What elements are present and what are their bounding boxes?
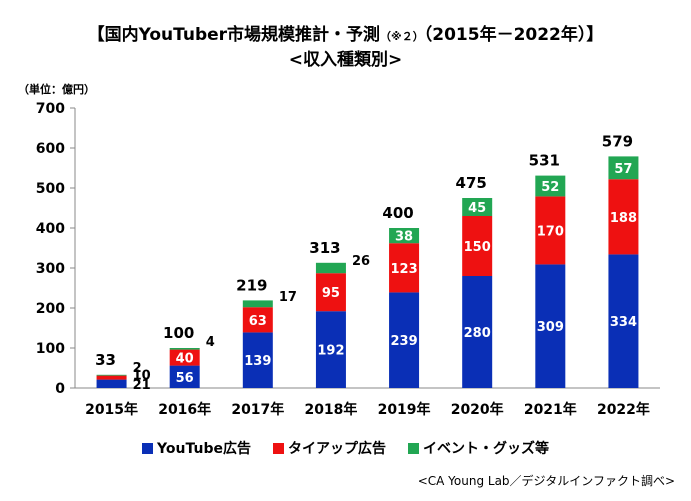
chart-title-main: 【国内YouTuber市場規模推計・予測 — [87, 25, 381, 45]
total-label-5: 475 — [456, 174, 487, 192]
bar-1-5 — [462, 216, 493, 276]
bar-1-7 — [608, 179, 639, 255]
data-label-0-3: 192 — [317, 344, 344, 359]
data-label-0-0: 21 — [133, 378, 151, 393]
data-label-2-0: 2 — [133, 361, 142, 376]
legend-label-youtube-ads: YouTube広告 — [157, 441, 251, 457]
data-label-0-1: 56 — [176, 371, 194, 386]
y-tick-label-200: 200 — [36, 301, 65, 317]
y-tick-label-600: 600 — [36, 141, 65, 157]
data-label-1-6: 170 — [537, 224, 564, 239]
chart-title: 【国内YouTuber市場規模推計・予測（※２）（2015年－2022年）】 — [0, 20, 691, 45]
legend-item-youtube-ads: YouTube広告 — [142, 438, 251, 458]
x-tick-label-7: 2022年 — [597, 401, 650, 418]
x-tick-label-1: 2016年 — [158, 401, 211, 418]
data-label-2-4: 38 — [395, 230, 413, 245]
data-label-0-5: 280 — [464, 326, 491, 341]
bar-2-4 — [389, 228, 420, 244]
bar-2-5 — [462, 198, 493, 216]
data-label-0-7: 334 — [610, 315, 637, 330]
bar-0-1 — [169, 365, 200, 388]
bar-2-2 — [242, 300, 273, 308]
y-tick-label-300: 300 — [36, 261, 65, 277]
bar-1-4 — [389, 243, 420, 293]
total-label-7: 579 — [602, 132, 633, 150]
data-label-2-1: 4 — [206, 335, 215, 350]
legend-swatch-youtube-ads — [142, 442, 154, 454]
bar-0-5 — [462, 276, 493, 388]
bar-0-7 — [608, 254, 639, 388]
chart-title-period: （2015年－2022年）】 — [423, 25, 604, 45]
bar-2-0 — [96, 374, 127, 376]
data-label-0-2: 139 — [244, 354, 271, 369]
x-tick-label-3: 2018年 — [304, 401, 357, 418]
data-label-2-6: 52 — [541, 180, 559, 195]
x-tick-label-4: 2019年 — [378, 401, 431, 418]
legend-label-events-goods: イベント・グッズ等 — [422, 441, 549, 457]
total-label-2: 219 — [236, 276, 267, 294]
x-tick-label-2: 2017年 — [231, 401, 284, 418]
total-label-0: 33 — [95, 351, 116, 369]
y-tick-label-100: 100 — [36, 341, 65, 357]
bar-0-4 — [389, 292, 420, 388]
y-tick-label-0: 0 — [55, 381, 65, 397]
data-label-2-7: 57 — [614, 162, 632, 177]
data-label-1-5: 150 — [464, 240, 491, 255]
data-label-1-0: 10 — [133, 369, 151, 384]
x-tick-label-6: 2021年 — [524, 401, 577, 418]
x-tick-label-5: 2020年 — [451, 401, 504, 418]
chart-subtitle: <収入種類別> — [288, 50, 403, 70]
legend-label-tieup-ads: タイアップ広告 — [287, 441, 386, 457]
y-tick-label-400: 400 — [36, 221, 65, 237]
total-label-6: 531 — [529, 152, 560, 170]
bar-0-0 — [96, 379, 127, 388]
total-label-4: 400 — [382, 204, 413, 222]
bar-0-6 — [535, 264, 566, 388]
unit-label: （単位：億円） — [18, 83, 95, 96]
bar-1-2 — [242, 307, 273, 333]
bar-1-0 — [96, 375, 127, 380]
legend-item-events-goods: イベント・グッズ等 — [407, 438, 549, 458]
data-label-0-4: 239 — [390, 334, 417, 349]
bar-1-3 — [315, 273, 346, 312]
data-label-2-3: 26 — [352, 254, 370, 269]
x-tick-label-0: 2015年 — [85, 401, 138, 418]
legend-swatch-events-goods — [407, 442, 419, 454]
data-label-2-5: 45 — [468, 201, 486, 216]
data-label-1-1: 40 — [176, 352, 194, 367]
total-label-1: 100 — [163, 324, 194, 342]
legend-item-tieup-ads: タイアップ広告 — [272, 438, 386, 458]
legend-swatch-tieup-ads — [272, 442, 284, 454]
bar-0-3 — [315, 311, 346, 388]
bar-0-2 — [242, 332, 273, 388]
data-label-0-6: 309 — [537, 320, 564, 335]
bar-2-6 — [535, 175, 566, 197]
total-label-3: 313 — [309, 239, 340, 257]
bar-2-1 — [169, 348, 200, 350]
y-tick-label-500: 500 — [36, 181, 65, 197]
bar-2-3 — [315, 262, 346, 274]
bar-1-1 — [169, 349, 200, 366]
data-label-1-4: 123 — [390, 262, 417, 277]
bar-1-6 — [535, 196, 566, 265]
data-label-1-3: 95 — [322, 286, 340, 301]
legend: YouTube広告 タイアップ広告 イベント・グッズ等 — [0, 438, 691, 458]
source-note: <CA Young Lab／デジタルインファクト調べ> — [417, 474, 675, 488]
data-label-2-2: 17 — [279, 290, 297, 305]
data-label-1-7: 188 — [610, 211, 637, 226]
chart-title-note: （※２） — [380, 30, 424, 43]
bar-2-7 — [608, 156, 639, 180]
data-label-1-2: 63 — [249, 314, 267, 329]
y-tick-label-700: 700 — [36, 101, 65, 117]
